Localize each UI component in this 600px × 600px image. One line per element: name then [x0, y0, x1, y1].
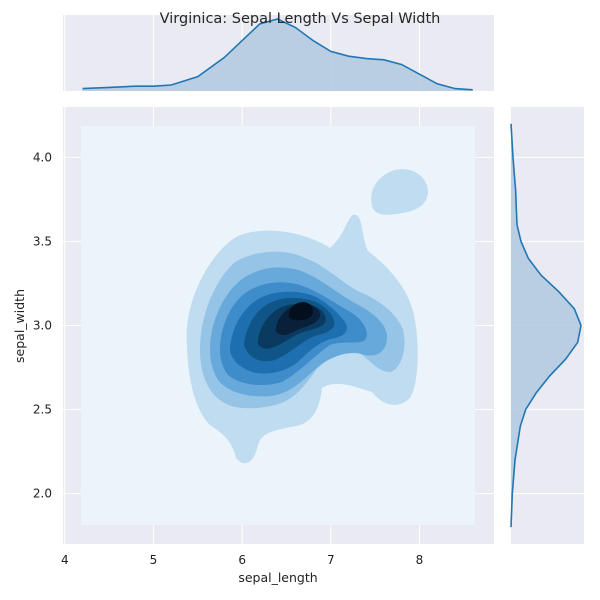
right-marginal-kde-line: [510, 123, 582, 528]
kde-level-9-peak: [288, 302, 314, 321]
y-axis-label: sepal_width: [12, 289, 27, 363]
chart-title: Virginica: Sepal Length Vs Sepal Width: [160, 11, 441, 27]
y-tick-label: 2.5: [33, 403, 52, 417]
kde-level-1-island: [371, 169, 428, 215]
x-tick-label: 5: [150, 553, 158, 567]
top-marginal-axes: [63, 15, 494, 91]
x-tick-label: 4: [61, 553, 69, 567]
right-marginal-kde-fill: [511, 123, 581, 528]
x-tick-label: 8: [416, 553, 424, 567]
main-axes: 4 5 6 7 8 2.0 2.5 3.0 3.5 4.0: [33, 107, 494, 567]
x-tick-labels: 4 5 6 7 8: [61, 553, 423, 567]
y-tick-label: 4.0: [33, 150, 52, 164]
top-marginal-kde-fill: [82, 19, 473, 91]
x-tick-label: 6: [238, 553, 246, 567]
y-tick-labels: 2.0 2.5 3.0 3.5 4.0: [33, 150, 52, 500]
right-marginal-axes: [510, 107, 584, 544]
kde-contours: [186, 169, 428, 464]
x-axis-label: sepal_length: [238, 570, 317, 585]
y-tick-label: 3.5: [33, 234, 52, 248]
y-tick-label: 2.0: [33, 487, 52, 501]
top-marginal-kde-line: [82, 18, 473, 91]
y-tick-label: 3.0: [33, 319, 52, 333]
x-tick-label: 7: [327, 553, 335, 567]
